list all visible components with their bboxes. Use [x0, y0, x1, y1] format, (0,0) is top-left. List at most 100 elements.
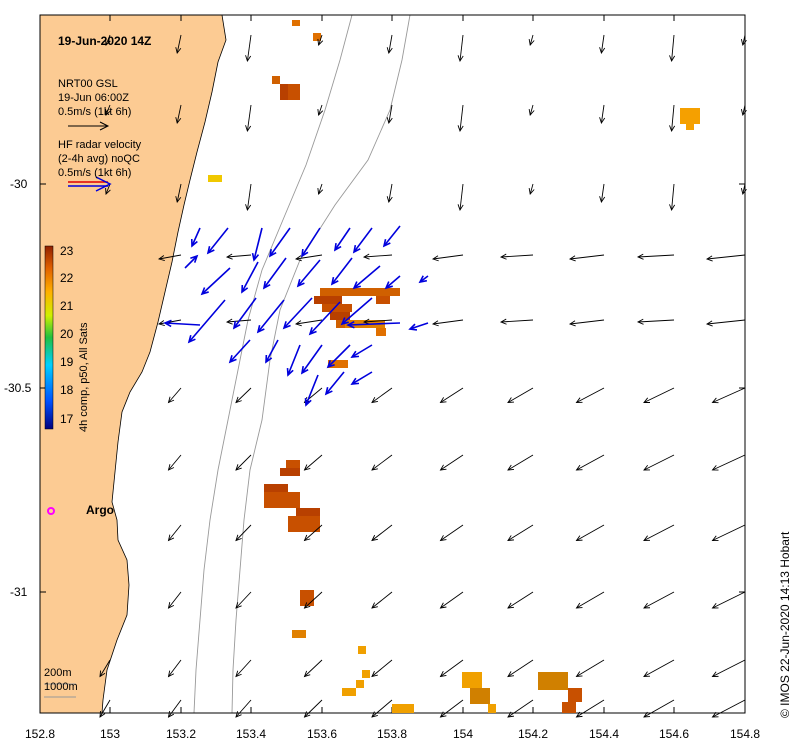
current-arrowhead [157, 320, 165, 327]
current-arrowhead [235, 534, 242, 542]
current-arrowhead [268, 248, 277, 258]
current-arrowhead [262, 280, 271, 290]
current-arrow [440, 699, 464, 718]
x-tick-label: 152.8 [24, 727, 56, 741]
current-arrowhead [384, 281, 393, 290]
current-arrow [176, 183, 182, 203]
current-arrow [576, 454, 605, 471]
current-arrow [283, 297, 313, 329]
current-arrowhead [382, 238, 391, 248]
current-arrowhead [599, 117, 606, 125]
current-arrowhead [256, 325, 265, 334]
current-arrow [576, 591, 605, 609]
current-arrowhead [575, 602, 583, 609]
current-arrow [363, 319, 393, 323]
x-tick-label: 153.2 [165, 727, 197, 741]
current-arrowhead [568, 255, 576, 262]
current-arrowhead [346, 321, 355, 329]
current-arrow [168, 591, 182, 609]
current-arrow [576, 659, 605, 677]
current-arrowhead [317, 38, 324, 46]
current-arrowhead [326, 360, 335, 369]
current-arrow [600, 183, 605, 203]
current-arrowhead [439, 535, 447, 542]
current-arrowhead [711, 535, 719, 541]
current-arrow [385, 275, 401, 289]
current-arrow [207, 227, 229, 254]
sst-pixel-block [562, 702, 576, 713]
current-arrow [246, 34, 252, 62]
current-arrowhead [705, 255, 713, 262]
current-arrow [235, 659, 252, 677]
sst-pixel-block [264, 492, 300, 508]
current-arrowhead [499, 253, 507, 260]
current-arrowhead [575, 711, 583, 718]
sst-pixel-block [288, 516, 320, 532]
current-arrowhead [711, 711, 719, 718]
current-arrowhead [235, 711, 242, 718]
current-arrow [569, 254, 605, 260]
current-arrow [318, 183, 323, 195]
current-arrowhead [386, 117, 393, 125]
legend-radar-arrow [68, 176, 112, 192]
current-arrow [253, 227, 263, 261]
current-arrowhead [575, 671, 583, 678]
current-arrow [304, 524, 323, 541]
sst-pixel-block [314, 296, 342, 304]
x-tick-label: 153.4 [235, 727, 267, 741]
current-arrowhead [324, 387, 333, 396]
current-arrow [325, 371, 345, 395]
current-arrow [500, 319, 534, 323]
isobath-1000m [231, 14, 411, 714]
current-arrowhead [163, 319, 172, 328]
current-arrow [341, 297, 373, 325]
colorbar-tick: 21 [60, 299, 74, 313]
current-arrowhead [439, 711, 447, 718]
current-arrow [105, 104, 111, 116]
sst-pixel-block [362, 670, 370, 678]
current-arrow [576, 524, 605, 541]
current-arrowhead [643, 397, 651, 403]
sst-pixel-block [292, 630, 306, 638]
current-arrowhead [190, 238, 198, 248]
current-arrow [712, 591, 746, 609]
current-arrow [459, 183, 464, 211]
current-arrow [287, 344, 301, 376]
x-tick-label: 153.6 [306, 727, 338, 741]
current-arrowhead [99, 670, 106, 678]
current-arrow [176, 104, 182, 124]
current-arrow [304, 699, 323, 718]
current-arrowhead [643, 535, 651, 541]
current-arrowhead [294, 255, 302, 262]
current-arrowhead [105, 38, 111, 46]
current-arrowhead [740, 188, 747, 196]
current-arrow [363, 254, 393, 258]
x-tick-label: 154.8 [729, 727, 761, 741]
current-arrowhead [187, 335, 196, 344]
isobath-200m [193, 14, 353, 714]
current-arrow [671, 183, 675, 211]
x-tick-label: 154 [452, 727, 474, 741]
current-arrowhead [507, 535, 515, 542]
current-arrowhead [175, 117, 182, 125]
current-arrowhead [167, 396, 175, 404]
current-arrow [388, 34, 393, 54]
current-arrow [269, 227, 291, 257]
sst-pixel-block [462, 672, 482, 688]
current-arrowhead [235, 670, 242, 678]
current-arrowhead [167, 602, 175, 609]
colorbar-tick: 22 [60, 271, 74, 285]
current-arrow [712, 524, 746, 541]
legend-model-arrow [68, 121, 110, 131]
argo-label: Argo [86, 503, 114, 517]
current-arrowhead [371, 464, 378, 471]
current-arrowhead [740, 109, 747, 117]
current-arrow [168, 454, 182, 471]
current-arrowhead [439, 602, 447, 609]
current-arrow [742, 34, 746, 46]
current-arrowhead [241, 284, 249, 294]
current-arrow [576, 699, 605, 718]
legend-radar-line3: 0.5m/s (1kt 6h) [58, 167, 132, 179]
x-tick-label: 154.2 [517, 727, 549, 741]
current-arrow [99, 659, 111, 677]
